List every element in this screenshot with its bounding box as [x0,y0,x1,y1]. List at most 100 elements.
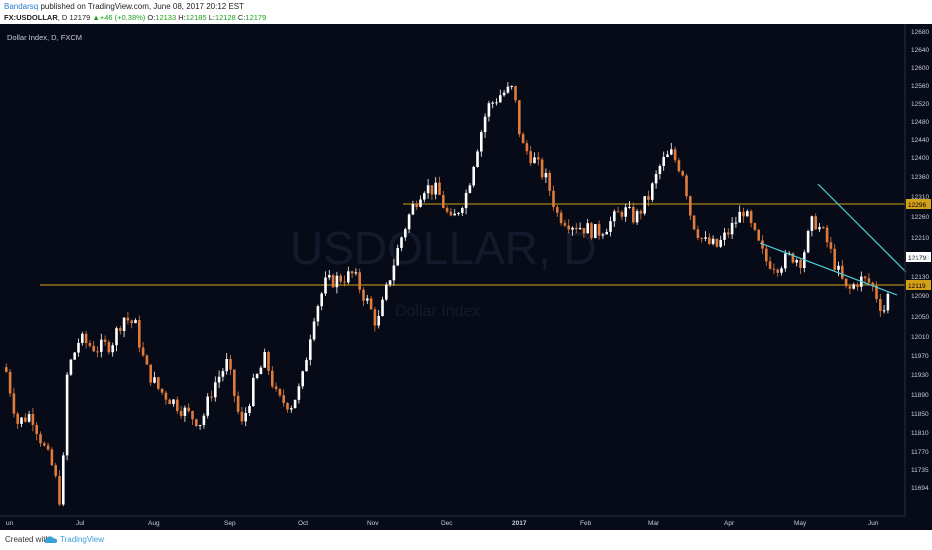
candle-body [856,284,859,287]
price-axis[interactable]: 12680 12640 12600 12560 12520 12480 12440 12400… [911,29,929,492]
publish-text: published on TradingView.com, June 08, 2… [40,2,245,11]
candle-body [210,396,213,398]
candle-body [426,185,430,194]
candle-body [362,289,365,301]
candle-body [130,320,133,324]
candle-body [415,203,418,207]
candle-body [822,227,825,229]
candle-body [126,317,130,321]
price-tick-label: 11770 [911,449,929,456]
horizontal-levels[interactable]: 12296 12119 12179 [40,199,931,290]
candle-body [639,211,643,214]
candle-body [27,414,31,422]
candle-body [510,86,513,88]
candle-body [795,259,798,263]
candle-body [449,211,453,216]
chart-canvas[interactable]: USDOLLAR, D Dollar Index 12296 12119 12179… [0,24,932,530]
candle-body [453,213,456,216]
candle-body [548,172,551,191]
price-tick-label: 12520 [911,101,929,108]
price-tick-label: 11970 [911,353,929,360]
candle-body [780,268,783,273]
candle-body [141,347,145,356]
level-price-tag [906,280,931,290]
candle-body [651,183,654,200]
candle-body [411,203,415,215]
candle-body [88,343,92,346]
candle-body [172,399,175,405]
author-link[interactable]: Bandarsq [4,2,39,11]
time-tick-label: May [794,520,807,527]
high-label: H: [178,13,186,22]
candle-body [879,299,882,311]
trendlines[interactable] [759,183,907,296]
candle-body [290,408,293,410]
candle-body [464,192,468,209]
candle-body [563,223,567,226]
candle-body [183,407,187,416]
candle-body [301,371,304,387]
candle-body [491,102,494,104]
time-axis[interactable]: un Jul Aug Sep Oct Nov Dec 2017 Feb Mar Apr May Jun [6,520,879,527]
candle-body [670,149,673,155]
ohlc-bar: FX:USDOLLAR, D 12179 ▲+46 (+0.38%) O:121… [4,13,266,22]
price-tick-label: 12640 [911,47,929,54]
candle-body [829,242,833,249]
candle-body [537,157,540,160]
candle-body [423,193,426,200]
candle-body [160,388,164,393]
candle-body [689,196,692,216]
interval-label: , D [57,13,68,22]
candle-body [20,417,23,424]
candle-body [271,370,274,387]
candle-body [681,171,684,176]
candle-body [107,341,111,353]
candle-body [191,411,194,420]
candle-body [138,320,141,348]
chart-watermark-sub: Dollar Index [395,303,480,320]
price-tick-label: 12090 [911,293,929,300]
candle-body [430,185,434,195]
candle-body [179,410,183,416]
candle-body [54,465,57,476]
candle-body [624,207,627,217]
price-tick-label: 12010 [911,334,929,341]
price-tick-label: 12050 [911,314,929,321]
time-tick-label: 2017 [512,520,527,527]
tradingview-link[interactable]: TradingView [60,535,105,544]
candle-body [810,216,814,231]
candle-body [103,339,107,342]
candle-body [388,280,392,285]
candle-body [58,475,61,505]
candle-body [43,443,46,446]
candle-body [825,227,829,243]
price-chart[interactable]: USDOLLAR, D Dollar Index 12296 12119 12179… [0,24,932,530]
time-tick-label: Mar [648,520,660,527]
candle-body [529,151,532,164]
candle-body [168,399,171,405]
candle-body [92,345,95,352]
time-tick-label: Sep [224,520,236,527]
time-tick-label: Oct [298,520,308,527]
candle-body [886,293,890,311]
candle-body [833,248,836,270]
candle-body [134,320,137,324]
price-tick-label: 11810 [911,430,929,437]
candle-body [164,392,168,400]
candle-body [267,352,270,371]
candle-body [240,411,244,422]
candle-body [347,271,350,283]
price-tick-label: 12480 [911,119,929,126]
candle-body [16,413,19,424]
candle-body [559,212,563,224]
upper-trendline[interactable] [817,183,907,273]
candle-body [730,222,734,235]
price-tick-label: 11694 [911,485,929,492]
candles [5,82,890,507]
open-value: 12133 [155,13,177,22]
level-price-tag [906,199,931,209]
lower-trendline[interactable] [759,242,898,296]
candle-body [31,414,35,425]
candle-body [814,216,817,230]
candle-body [111,345,114,353]
